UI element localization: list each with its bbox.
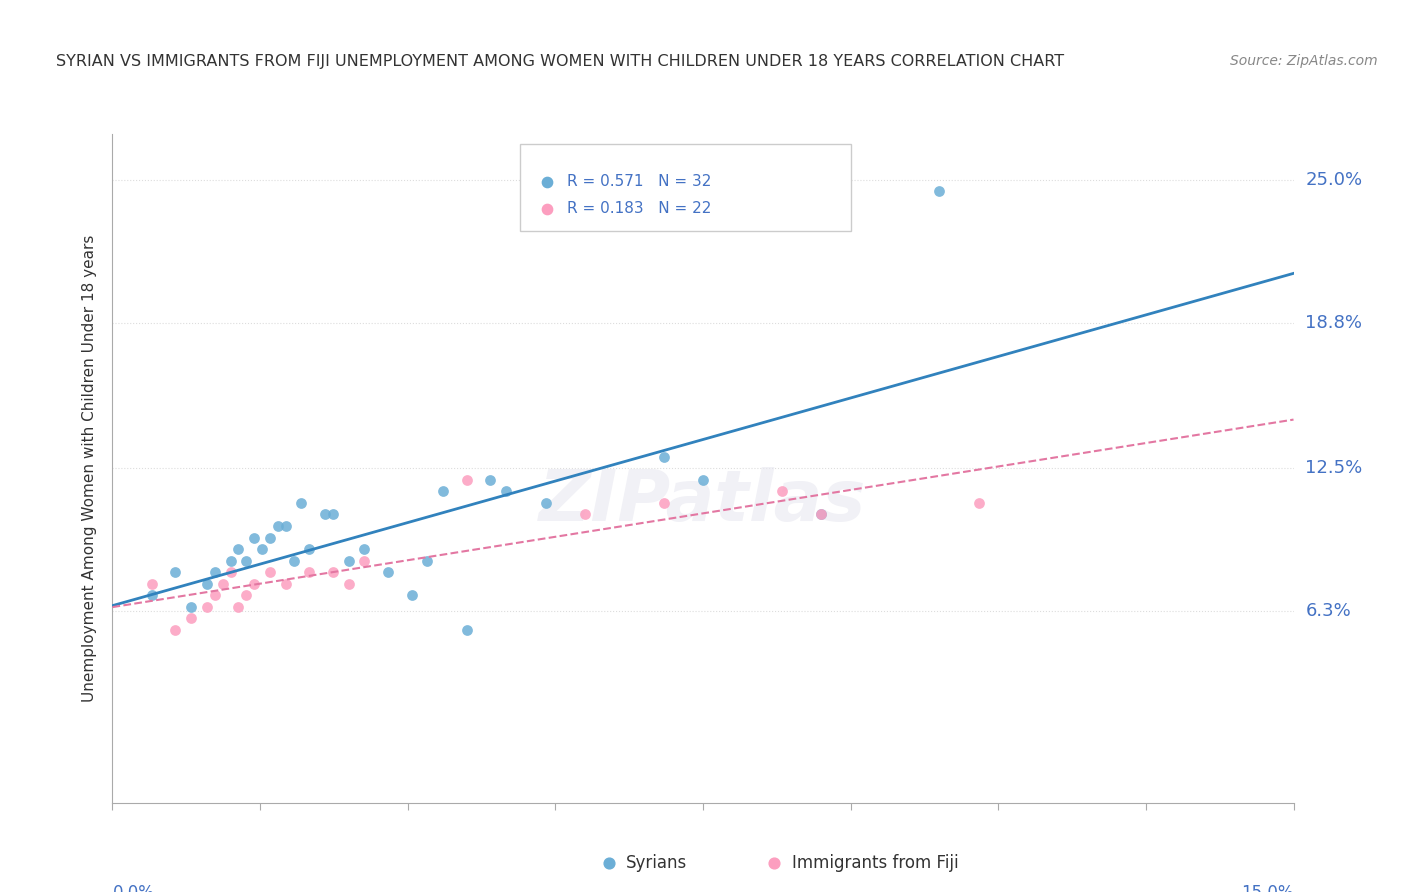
- Point: [141, 576, 163, 591]
- Text: Source: ZipAtlas.com: Source: ZipAtlas.com: [1230, 54, 1378, 68]
- Point: [322, 565, 344, 579]
- Point: [259, 531, 281, 545]
- Point: [204, 588, 226, 602]
- Point: [401, 588, 423, 602]
- Point: [298, 542, 321, 557]
- Text: Immigrants from Fiji: Immigrants from Fiji: [792, 854, 959, 872]
- Point: [228, 599, 250, 614]
- FancyBboxPatch shape: [520, 144, 851, 231]
- Point: [250, 542, 273, 557]
- Point: [274, 519, 297, 533]
- Point: [692, 473, 714, 487]
- Point: [574, 508, 596, 522]
- Point: [211, 576, 233, 591]
- Point: [928, 185, 950, 199]
- Point: [235, 553, 257, 567]
- Point: [219, 553, 242, 567]
- Point: [456, 623, 478, 637]
- Text: 6.3%: 6.3%: [1305, 602, 1351, 620]
- Text: 12.5%: 12.5%: [1305, 459, 1362, 477]
- Point: [204, 565, 226, 579]
- Point: [495, 484, 517, 499]
- Point: [180, 599, 202, 614]
- Text: R = 0.571   N = 32: R = 0.571 N = 32: [567, 175, 711, 189]
- Text: 0.0%: 0.0%: [112, 884, 155, 892]
- Point: [322, 508, 344, 522]
- Point: [377, 565, 399, 579]
- Point: [810, 508, 832, 522]
- Point: [267, 519, 290, 533]
- Point: [243, 531, 266, 545]
- Point: [298, 565, 321, 579]
- Point: [180, 611, 202, 625]
- Text: 25.0%: 25.0%: [1305, 171, 1362, 189]
- Point: [165, 623, 187, 637]
- Point: [283, 553, 305, 567]
- Point: [770, 484, 793, 499]
- Point: [534, 496, 557, 510]
- Text: 18.8%: 18.8%: [1305, 314, 1362, 332]
- Text: Syrians: Syrians: [626, 854, 688, 872]
- Point: [479, 473, 502, 487]
- Point: [353, 542, 375, 557]
- Point: [314, 508, 336, 522]
- Point: [219, 565, 242, 579]
- Point: [141, 588, 163, 602]
- Point: [353, 553, 375, 567]
- Text: ZIPatlas: ZIPatlas: [540, 467, 866, 536]
- Text: R = 0.183   N = 22: R = 0.183 N = 22: [567, 202, 711, 216]
- Point: [195, 599, 218, 614]
- Point: [228, 542, 250, 557]
- Y-axis label: Unemployment Among Women with Children Under 18 years: Unemployment Among Women with Children U…: [82, 235, 97, 702]
- Point: [337, 576, 360, 591]
- Point: [165, 565, 187, 579]
- Point: [456, 473, 478, 487]
- Point: [810, 508, 832, 522]
- Point: [235, 588, 257, 602]
- Point: [243, 576, 266, 591]
- Point: [274, 576, 297, 591]
- Text: 15.0%: 15.0%: [1241, 884, 1294, 892]
- Point: [967, 496, 990, 510]
- Point: [416, 553, 439, 567]
- Point: [195, 576, 218, 591]
- Point: [652, 496, 675, 510]
- Point: [259, 565, 281, 579]
- Point: [432, 484, 454, 499]
- Point: [290, 496, 312, 510]
- Point: [337, 553, 360, 567]
- Point: [652, 450, 675, 464]
- Text: SYRIAN VS IMMIGRANTS FROM FIJI UNEMPLOYMENT AMONG WOMEN WITH CHILDREN UNDER 18 Y: SYRIAN VS IMMIGRANTS FROM FIJI UNEMPLOYM…: [56, 54, 1064, 69]
